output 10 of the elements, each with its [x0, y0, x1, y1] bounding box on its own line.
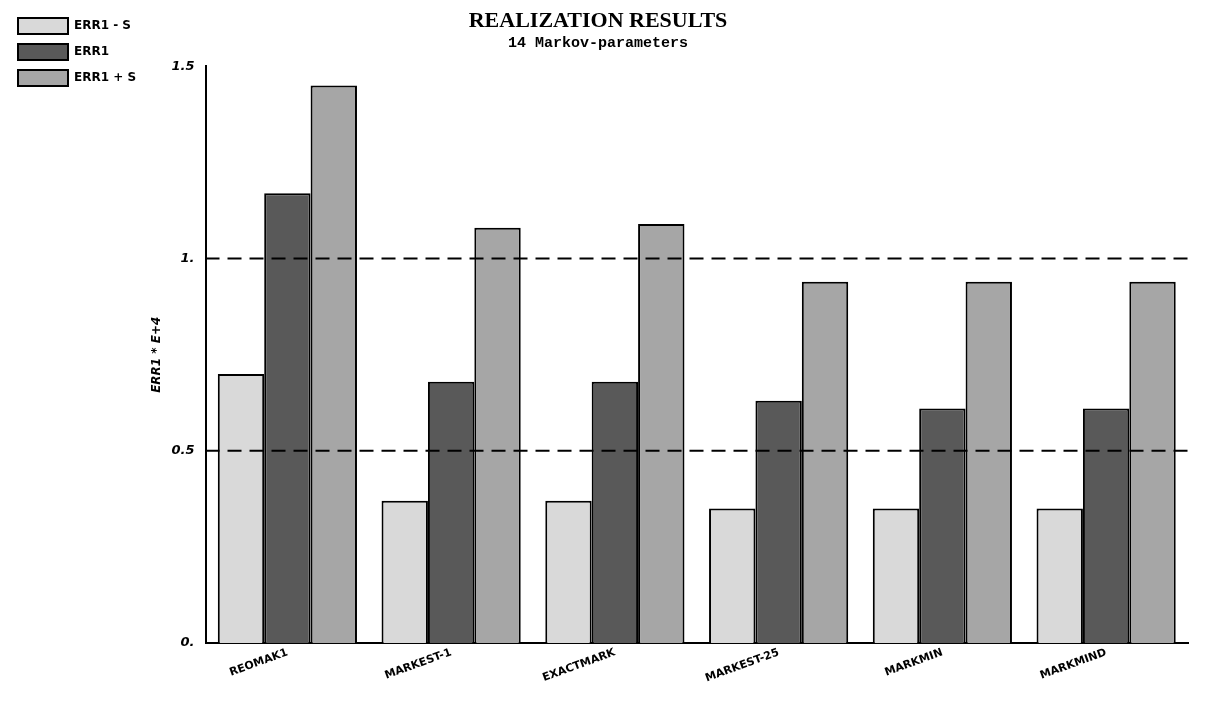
y-axis-title: ERR1 * E+4	[149, 316, 164, 393]
y-tick-label: 0.	[180, 634, 195, 650]
chart-title: REALIZATION RESULTS	[468, 6, 728, 32]
y-tick-label: 0.5	[171, 442, 195, 458]
y-tick-label: 1.	[180, 249, 195, 265]
y-tick-label: 1.5	[171, 57, 195, 73]
legend-label: ERR1	[74, 44, 110, 59]
chart-subtitle: 14 Markov-parameters	[507, 35, 689, 53]
legend-label: ERR1 + S	[74, 70, 137, 85]
legend-label: ERR1 - S	[74, 18, 132, 33]
